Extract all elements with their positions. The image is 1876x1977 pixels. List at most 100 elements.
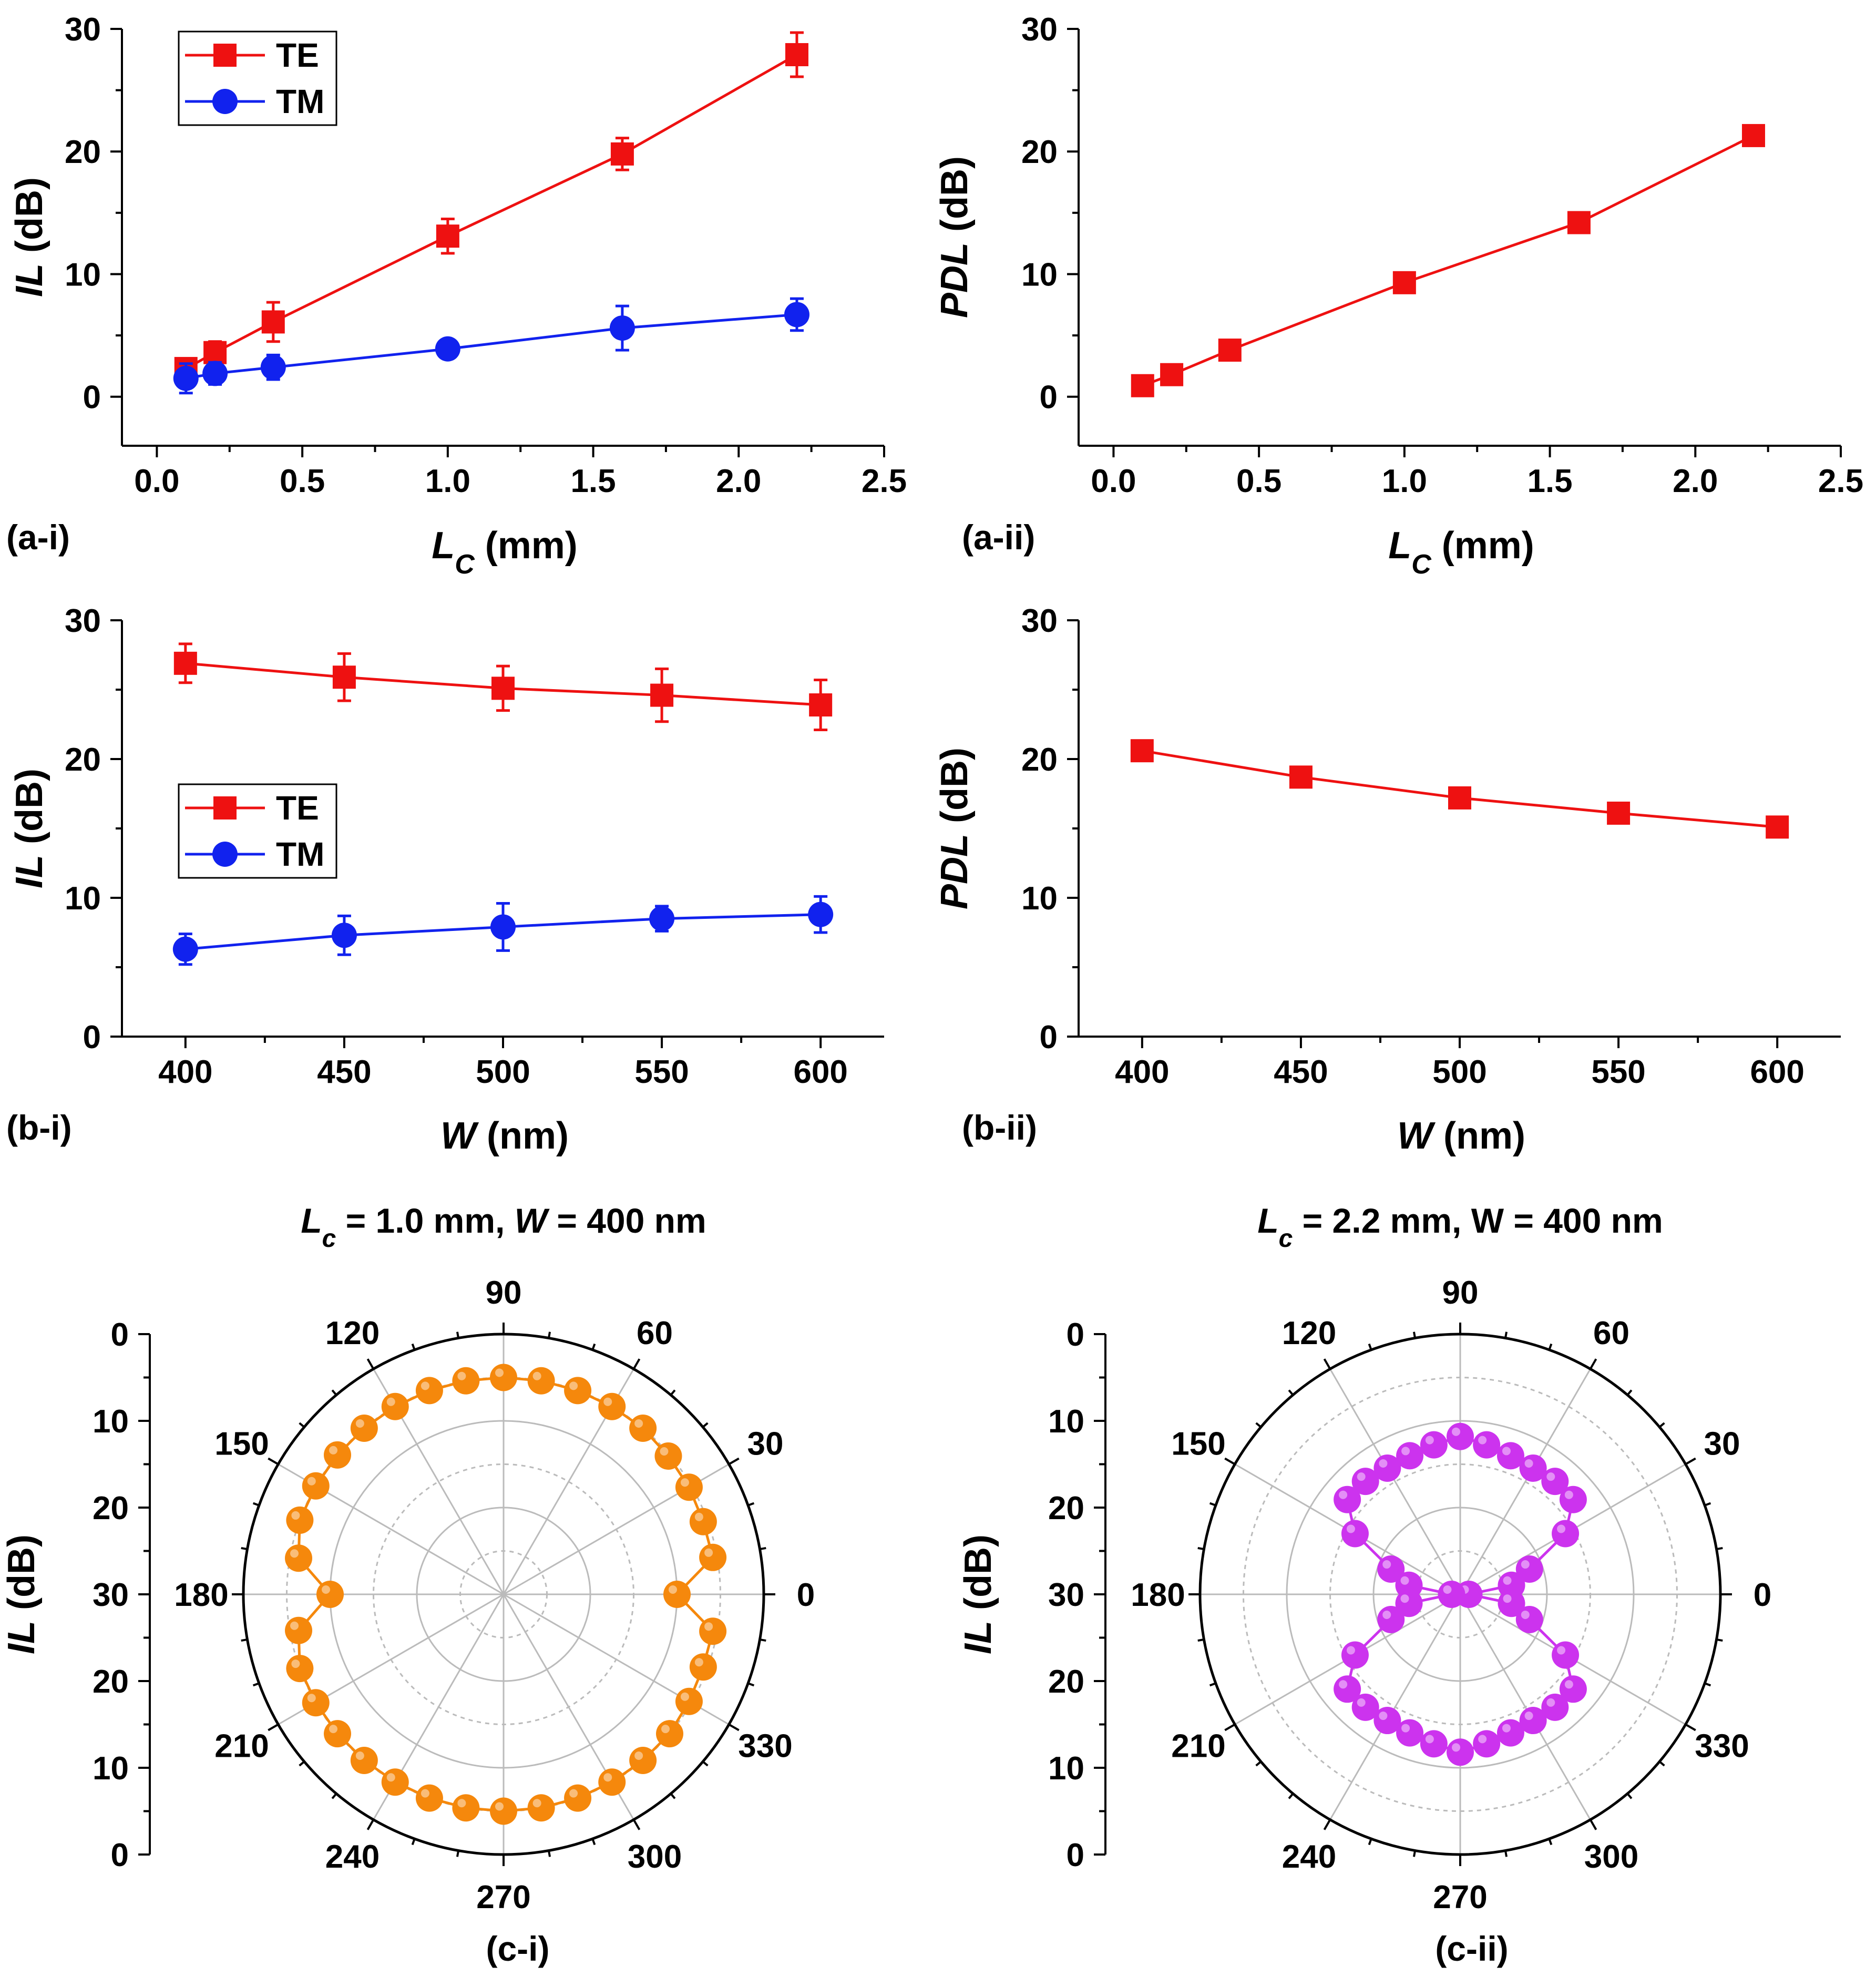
polar-tick: [760, 1638, 766, 1642]
polar-tick: [1209, 1502, 1216, 1507]
x-tick-label: 500: [1432, 1054, 1487, 1090]
polar-tick: [1716, 1546, 1723, 1551]
polar-point-highlight: [1346, 1646, 1355, 1655]
data-point-pdl: [1741, 124, 1765, 147]
title-text: = 400 nm: [547, 1201, 706, 1240]
polar-data-point: [675, 1473, 703, 1501]
y-axis-title: PDL (dB): [934, 156, 976, 318]
data-point-pdl: [1130, 739, 1154, 763]
y-axis-var: IL: [1, 1621, 43, 1654]
polar-tick: [1412, 1850, 1417, 1857]
polar-data-point: [564, 1784, 592, 1812]
polar-point-highlight: [1502, 1724, 1511, 1733]
polar-tick: [1209, 1682, 1216, 1687]
angle-label: 180: [174, 1577, 228, 1613]
polar-point-highlight: [1400, 1576, 1409, 1585]
polar-tick: [760, 1546, 766, 1551]
polar-point-highlight: [291, 1511, 300, 1520]
polar-data-point: [1498, 1590, 1525, 1617]
radial-tick-label: 30: [93, 1577, 129, 1613]
polar-point-highlight: [1401, 1724, 1410, 1733]
polar-data-point: [286, 1655, 314, 1683]
polar-data-point: [286, 1506, 314, 1534]
radial-tick-label: 20: [1048, 1490, 1084, 1527]
polar-point-highlight: [1503, 1576, 1512, 1585]
x-tick-label: 0.5: [280, 463, 325, 499]
data-point-te: [650, 683, 674, 707]
legend-label: TE: [276, 789, 319, 827]
y-tick-label: 10: [65, 257, 101, 293]
legend-box: [178, 783, 337, 879]
x-tick-label: 600: [1750, 1054, 1804, 1090]
polar-point-highlight: [457, 1799, 466, 1808]
panel-label: (b-i): [6, 1108, 72, 1147]
polar-point-highlight: [1546, 1472, 1555, 1481]
polar-tick: [1224, 1457, 1236, 1466]
polar-data-point: [1473, 1431, 1501, 1459]
angle-label: 30: [747, 1426, 783, 1462]
angle-label: 60: [637, 1315, 673, 1351]
polar-data-point: [1515, 1605, 1543, 1633]
x-tick-label: 2.0: [1673, 463, 1718, 499]
polar-data-point: [350, 1415, 378, 1442]
polar-tick: [670, 1389, 676, 1396]
polar-tick: [670, 1792, 676, 1799]
polar-point-highlight: [603, 1773, 612, 1782]
data-point-te: [785, 43, 808, 66]
polar-tick: [1504, 1850, 1508, 1857]
panel-label: (a-ii): [962, 518, 1035, 557]
legend-label: TM: [276, 835, 324, 873]
polar-point-highlight: [421, 1789, 429, 1798]
chart-c-i: Lc = 1.0 mm, W = 400 nm 0 30 60 90 120 150 180 2…: [1, 1201, 815, 1968]
x-axis-var: L: [432, 525, 455, 567]
polar-tick: [268, 1723, 279, 1732]
polar-tick: [1197, 1638, 1204, 1642]
polar-point-highlight: [1357, 1698, 1366, 1707]
data-point-te: [491, 677, 515, 700]
x-axis-sub: C: [455, 549, 475, 580]
data-point-tm: [808, 902, 834, 927]
polar-data-point: [1473, 1730, 1501, 1758]
x-tick-label: 0.0: [134, 463, 179, 499]
polar-tick: [1548, 1838, 1553, 1846]
polar-data-point: [1351, 1693, 1379, 1721]
radial-tick-label: 20: [1048, 1664, 1084, 1700]
y-tick-label: 0: [83, 380, 101, 416]
y-tick-label: 20: [65, 742, 101, 778]
polar-point-highlight: [1425, 1436, 1434, 1445]
polar-point-highlight: [329, 1446, 338, 1454]
polar-point-highlight: [1524, 1712, 1533, 1720]
polar-point-highlight: [661, 1725, 670, 1734]
polar-data-point: [316, 1581, 344, 1608]
polar-point-highlight: [603, 1397, 612, 1406]
y-tick-label: 10: [65, 880, 101, 917]
polar-data-point: [1447, 1738, 1474, 1766]
polar-tick: [728, 1723, 740, 1732]
polar-tick: [252, 1682, 260, 1687]
polar-tick: [1685, 1457, 1696, 1466]
data-point-pdl: [1766, 815, 1789, 839]
polar-data-point: [663, 1581, 691, 1608]
polar-tick: [747, 1502, 755, 1507]
polar-data-point: [1334, 1486, 1361, 1513]
polar-tick: [632, 1358, 641, 1370]
polar-point-highlight: [1557, 1646, 1566, 1655]
data-point-tm: [202, 361, 228, 386]
polar-data-point: [598, 1768, 626, 1796]
polar-point-highlight: [1382, 1560, 1391, 1569]
chart-b-ii: 0 10 20 30 400 450 500 550 600 W (nm) PDL (dB) (b-i…: [934, 603, 1841, 1157]
polar-data-point: [490, 1797, 517, 1825]
polar-data-point: [415, 1784, 443, 1812]
polar-tick: [1704, 1502, 1711, 1507]
polar-tick: [1589, 1358, 1597, 1370]
polar-tick: [1589, 1819, 1597, 1830]
polar-data-point: [1396, 1719, 1424, 1747]
x-tick-label: 2.5: [862, 463, 907, 499]
x-tick-label: 2.5: [1818, 463, 1863, 499]
data-point-tm: [172, 936, 198, 962]
y-tick-label: 20: [65, 134, 101, 170]
polar-point-highlight: [1521, 1560, 1530, 1569]
angle-label: 210: [1171, 1728, 1225, 1765]
y-axis-unit: (dB): [934, 747, 976, 834]
polar-point-highlight: [1521, 1610, 1530, 1619]
